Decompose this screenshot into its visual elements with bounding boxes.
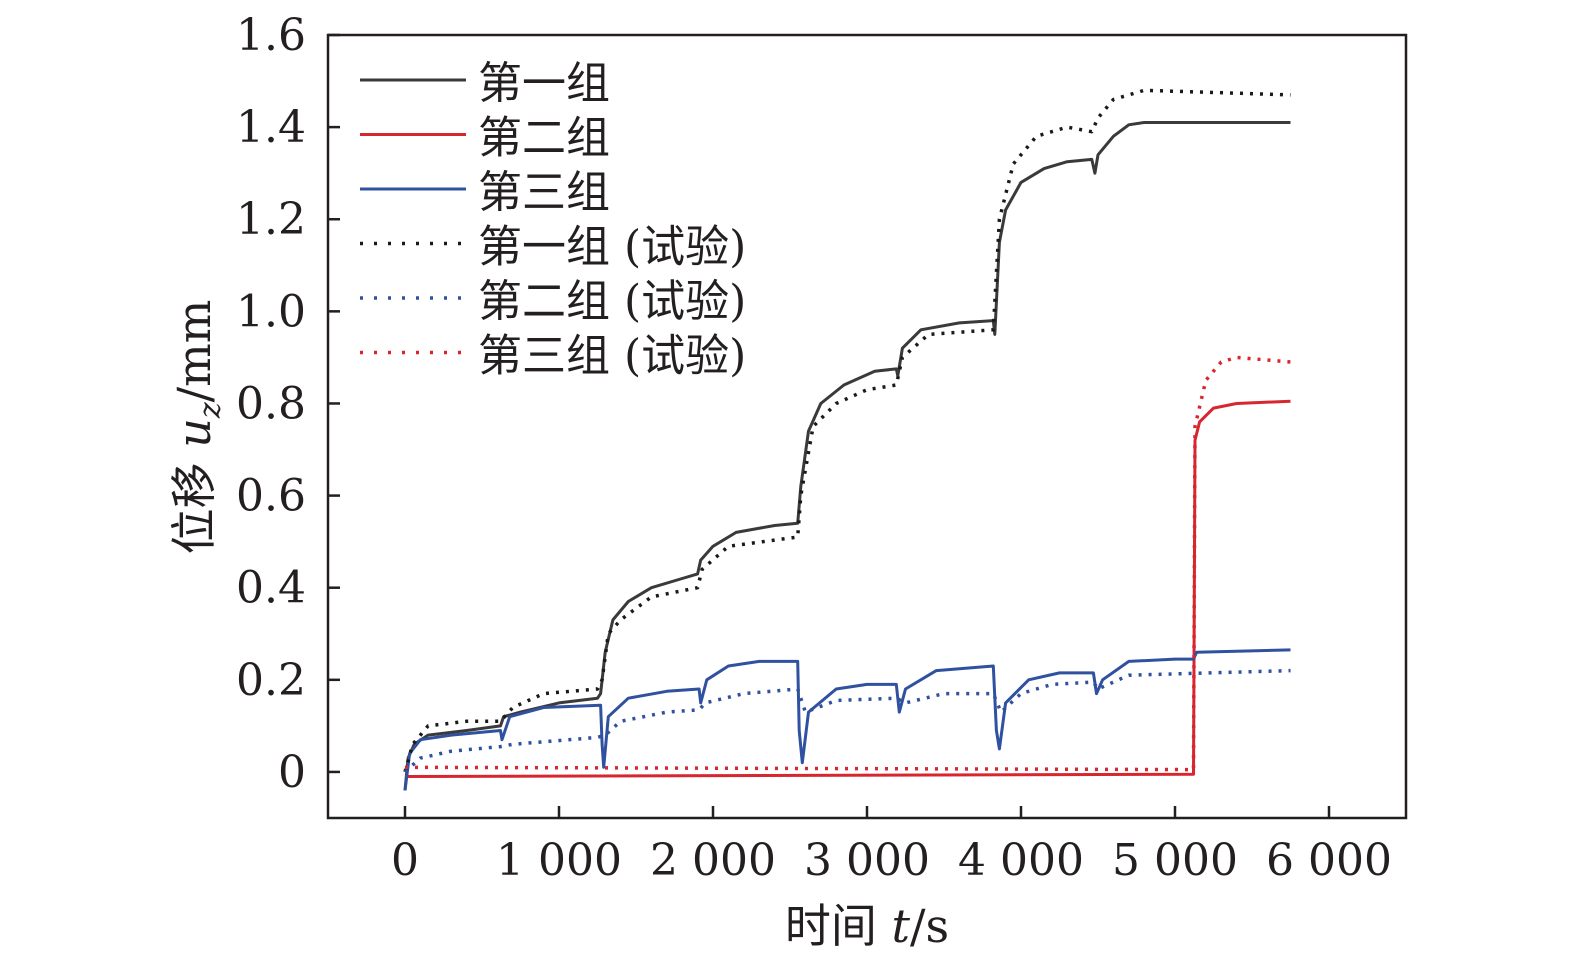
x-tick-label: 5 000 — [1112, 835, 1238, 886]
x-tick-label: 2 000 — [650, 835, 776, 886]
y-tick-label: 1.6 — [236, 10, 306, 61]
y-tick-label: 0.4 — [236, 563, 306, 614]
x-tick-label: 3 000 — [804, 835, 930, 886]
y-axis-label: 位移 uz/mm — [167, 300, 228, 555]
legend-label: 第三组 — [478, 167, 610, 218]
y-tick-label: 1.4 — [236, 102, 306, 153]
x-tick-label: 4 000 — [958, 835, 1084, 886]
y-tick-label: 0.2 — [236, 655, 306, 706]
y-tick-label: 1.2 — [236, 194, 306, 245]
legend-label: 第二组 (试验) — [478, 276, 746, 327]
x-tick-label: 1 000 — [496, 835, 622, 886]
x-tick-label: 0 — [391, 835, 419, 886]
x-axis-label: 时间 t/s — [785, 899, 949, 953]
series-line-5 — [403, 668, 1291, 774]
series-line-2 — [404, 399, 1291, 778]
legend-label: 第一组 (试验) — [478, 222, 746, 273]
legend-label: 第二组 — [478, 113, 610, 164]
legend-label: 第三组 (试验) — [478, 331, 746, 382]
series-line-3 — [403, 648, 1291, 791]
legend-label: 第一组 — [478, 58, 610, 109]
y-tick-label: 1.0 — [236, 286, 306, 337]
x-tick-label: 6 000 — [1266, 835, 1392, 886]
y-tick-label: 0.6 — [236, 471, 306, 522]
y-tick-label: 0.8 — [236, 378, 306, 429]
y-tick-label: 0 — [278, 747, 306, 798]
